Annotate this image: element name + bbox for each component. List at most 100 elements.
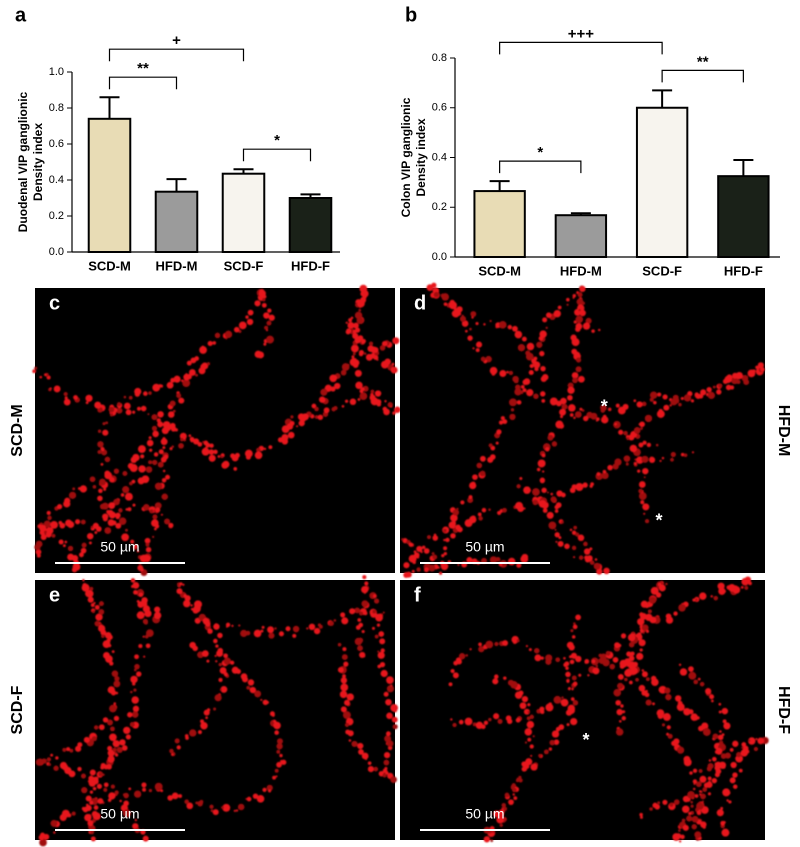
stain: [536, 341, 543, 348]
stain: [712, 733, 719, 740]
stain: [568, 644, 575, 651]
stain: [180, 379, 184, 382]
stain: [572, 294, 577, 298]
stain: [292, 633, 297, 638]
stain: [575, 483, 584, 491]
stain: [488, 717, 492, 722]
stain: [222, 803, 231, 812]
stain: [261, 625, 265, 629]
stain: [517, 505, 524, 512]
stain: [186, 374, 192, 380]
stain: [263, 447, 267, 451]
stain: [413, 550, 417, 554]
marker: *: [601, 396, 608, 416]
stain: [273, 719, 277, 723]
stain: [478, 642, 482, 647]
stain: [472, 474, 478, 480]
stain: [575, 655, 582, 663]
stain: [506, 370, 509, 374]
stain: [140, 405, 147, 412]
stain: [658, 686, 666, 694]
stain: [160, 513, 163, 516]
stain: [545, 312, 552, 318]
fluorescence: [32, 284, 401, 576]
stain: [551, 730, 560, 738]
stain: [107, 719, 113, 726]
stain: [523, 486, 531, 494]
stain: [571, 372, 579, 379]
stain: [465, 329, 468, 333]
stain: [323, 407, 330, 414]
stain: [35, 540, 43, 548]
stain: [470, 481, 476, 487]
stain: [256, 795, 265, 803]
stain: [334, 382, 341, 390]
stain: [131, 711, 139, 718]
stain: [205, 621, 211, 627]
stain: [508, 398, 517, 407]
stain: [408, 542, 414, 547]
stain: [709, 694, 715, 700]
stain: [570, 697, 575, 701]
stain: [77, 766, 82, 772]
stain: [664, 687, 671, 694]
stain: [80, 773, 87, 779]
stain: [718, 587, 726, 595]
stain: [641, 671, 648, 678]
fluorescence: [448, 576, 769, 843]
stain: [71, 567, 78, 573]
stain: [296, 425, 299, 428]
stain: [385, 698, 392, 706]
stain: [652, 702, 655, 706]
stain: [678, 829, 681, 832]
x-tick-label: HFD-F: [291, 258, 330, 273]
stain: [136, 549, 140, 553]
stain: [373, 594, 377, 598]
stain: [566, 297, 570, 302]
stain: [358, 308, 362, 312]
stain: [75, 745, 82, 752]
stain: [109, 661, 114, 666]
stain: [380, 648, 385, 653]
stain: [276, 761, 282, 768]
stain: [46, 510, 51, 515]
bar: [635, 106, 689, 258]
stain: [609, 663, 616, 670]
stain: [298, 420, 305, 427]
stain: [553, 739, 560, 745]
stain: [618, 429, 624, 435]
stain: [130, 675, 138, 684]
stain: [502, 640, 509, 646]
stain: [90, 525, 94, 529]
stain: [711, 777, 718, 784]
stain: [401, 538, 404, 541]
stain: [722, 719, 727, 724]
stain: [572, 700, 579, 706]
stain: [137, 477, 145, 485]
stain: [639, 648, 643, 652]
stain: [494, 641, 499, 647]
stain: [106, 510, 111, 514]
stain: [41, 758, 47, 764]
stain: [522, 379, 529, 386]
stain: [501, 807, 504, 810]
stain: [533, 393, 539, 399]
x-tick-label: SCD-M: [478, 263, 521, 278]
scale-label: 50 µm: [465, 806, 504, 822]
stain: [103, 487, 107, 491]
stain: [564, 661, 570, 667]
stain: [357, 742, 364, 750]
stain: [174, 738, 180, 744]
stain: [183, 594, 187, 598]
stain: [103, 787, 108, 792]
stain: [584, 555, 589, 560]
stain: [218, 662, 222, 667]
stain: [345, 321, 348, 324]
stain: [260, 698, 263, 701]
stain: [140, 454, 145, 459]
stain: [493, 810, 501, 818]
significance-label: *: [537, 144, 543, 161]
stain: [58, 520, 63, 525]
stain: [595, 419, 598, 422]
stain: [138, 644, 143, 649]
